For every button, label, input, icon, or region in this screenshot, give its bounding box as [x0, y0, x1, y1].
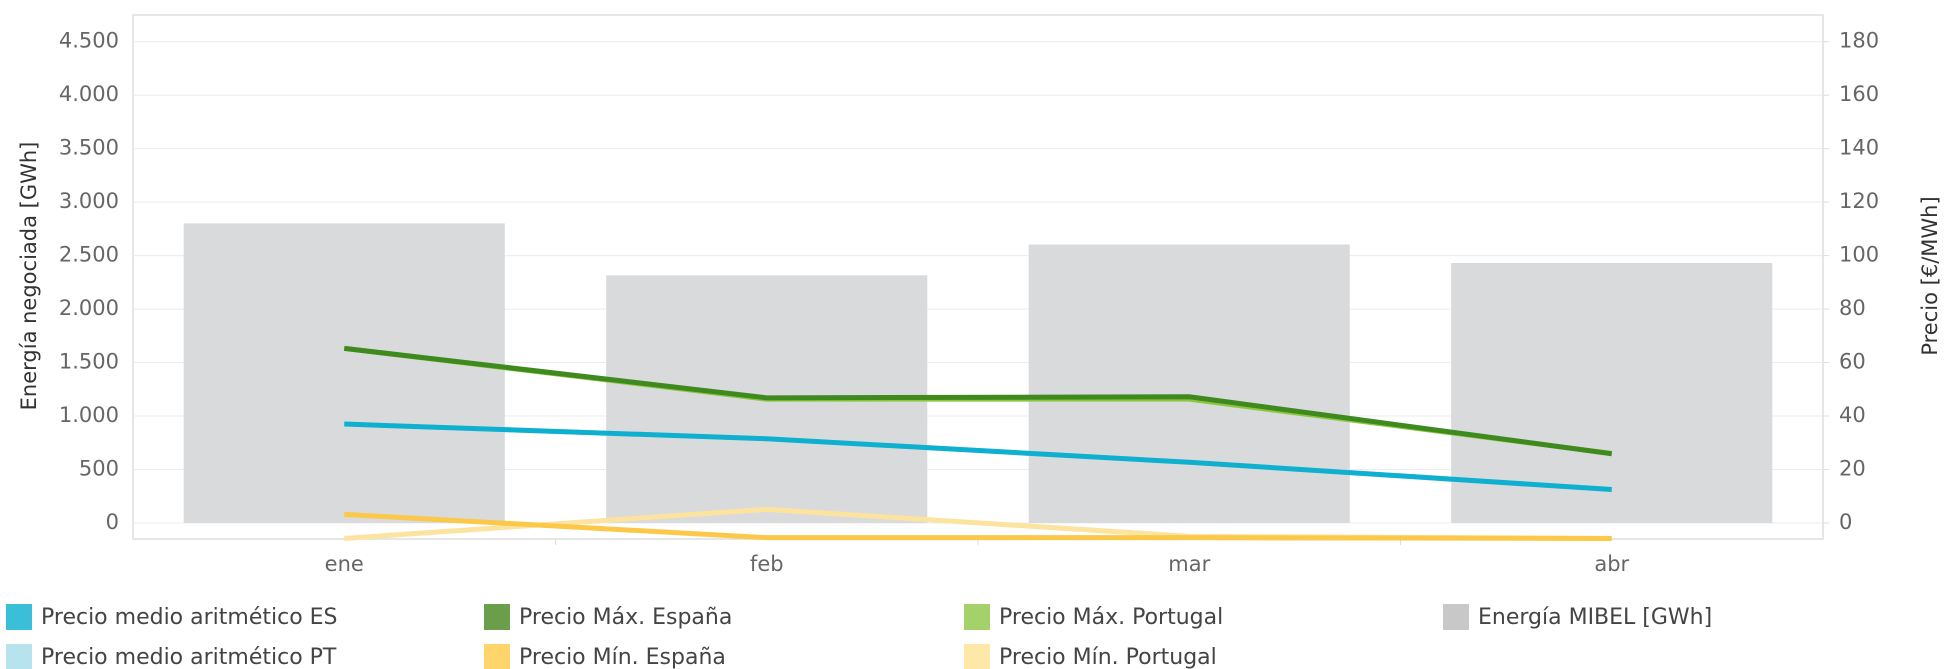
legend-label: Precio Mín. Portugal: [999, 645, 1217, 669]
legend-swatch: [964, 644, 990, 669]
legend-label: Precio medio aritmético ES: [41, 605, 338, 630]
x-tick-label: abr: [1594, 552, 1629, 576]
y-tick-label: 500: [79, 456, 119, 480]
line: [344, 421, 1612, 493]
y2-tick-label: 140: [1839, 136, 1879, 160]
legend-swatch: [964, 604, 990, 630]
y2-tick-label: 20: [1839, 456, 1866, 480]
legend-swatch: [1443, 604, 1469, 630]
line: [343, 345, 1613, 457]
x-tick-label: ene: [325, 552, 364, 576]
y2-axis-title: Precio [€/MWh]: [1918, 196, 1942, 355]
y-tick-label: 1.000: [59, 403, 119, 427]
y-tick-label: 4.000: [59, 82, 119, 106]
y2-tick-label: 120: [1839, 189, 1879, 213]
y-tick-label: 1.500: [59, 350, 119, 374]
y2-tick-label: 100: [1839, 243, 1879, 267]
legend-label: Energía MIBEL [GWh]: [1478, 605, 1712, 630]
legend-swatch: [6, 644, 32, 669]
y-tick-label: 3.500: [59, 136, 119, 160]
line: [344, 511, 1612, 541]
y-tick-label: 3.000: [59, 189, 119, 213]
bar: [1451, 262, 1773, 523]
legend-label: Precio Mín. España: [519, 645, 726, 669]
legend-label: Precio Máx. Portugal: [999, 605, 1223, 630]
bar: [183, 223, 505, 523]
y2-tick-label: 60: [1839, 350, 1866, 374]
y-axis-title: Energía negociada [GWh]: [17, 142, 41, 411]
legend-swatch: [6, 604, 32, 630]
x-tick-label: mar: [1168, 552, 1210, 576]
y-tick-label: 2.500: [59, 243, 119, 267]
legend-label: Precio medio aritmético PT: [41, 645, 337, 669]
legend-label: Precio Máx. España: [519, 605, 732, 630]
y-tick-label: 2.000: [59, 296, 119, 320]
y-tick-label: 0: [106, 510, 119, 534]
bar: [1028, 244, 1350, 523]
legend-swatch: [484, 644, 510, 669]
y-tick-label: 4.500: [59, 29, 119, 53]
y2-tick-label: 80: [1839, 296, 1866, 320]
y2-tick-label: 160: [1839, 82, 1879, 106]
x-tick-label: feb: [750, 552, 784, 576]
legend-swatch: [484, 604, 510, 630]
y2-tick-label: 40: [1839, 403, 1866, 427]
y2-tick-label: 180: [1839, 29, 1879, 53]
y2-tick-label: 0: [1839, 510, 1852, 534]
